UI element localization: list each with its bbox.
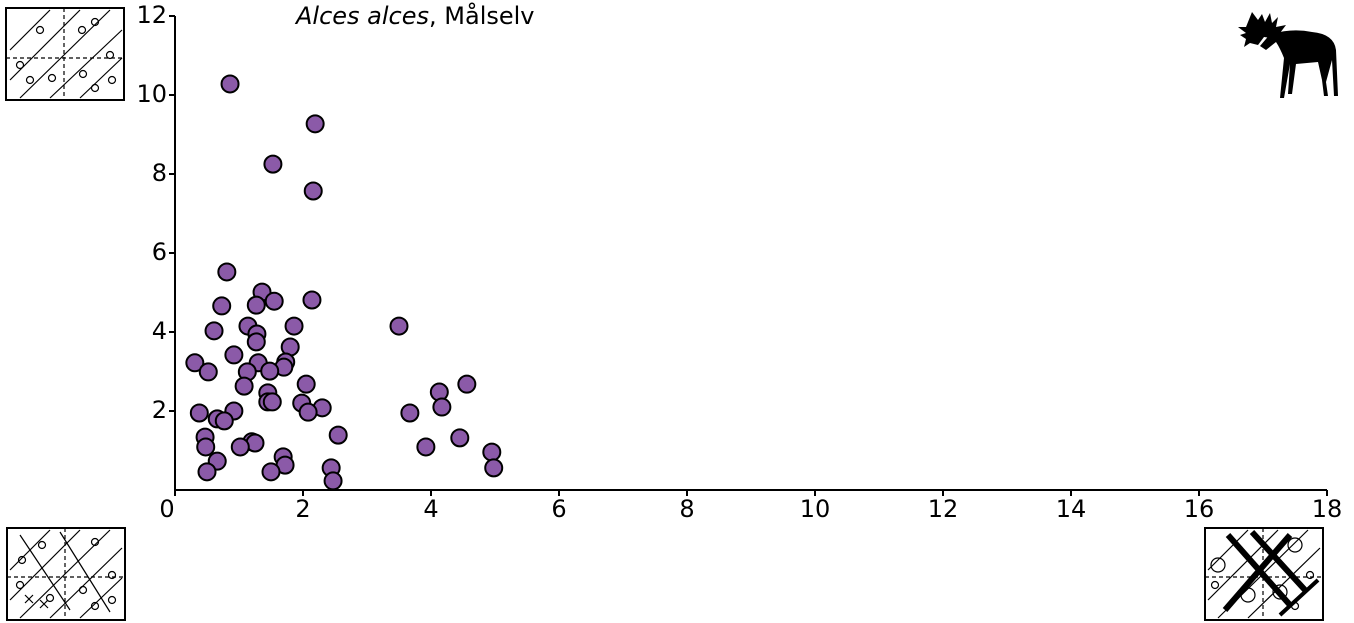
title-species: Alces alces (294, 2, 429, 30)
x-tick-label: 12 (928, 495, 959, 523)
x-tick-label: 2 (295, 495, 310, 523)
y-tick-label: 2 (152, 396, 167, 424)
point (400, 403, 420, 423)
point (416, 437, 436, 457)
habitat-icon-top-left (5, 7, 125, 101)
point (323, 471, 343, 491)
point (264, 291, 284, 311)
point (450, 428, 470, 448)
habitat-icon-bottom-right (1204, 527, 1324, 621)
point (260, 361, 280, 381)
point (196, 437, 216, 457)
y-tick-label: 10 (136, 80, 167, 108)
point (303, 181, 323, 201)
x-tick-label: 0 (159, 495, 174, 523)
y-tick-label: 8 (152, 159, 167, 187)
point (482, 442, 502, 462)
habitat-icon-bottom-left (6, 527, 126, 621)
point (284, 316, 304, 336)
point (457, 374, 477, 394)
point (432, 397, 452, 417)
point (298, 402, 318, 422)
title-place: , Målselv (429, 1, 534, 30)
x-tick-label: 18 (1312, 495, 1343, 523)
x-tick-label: 14 (1056, 495, 1087, 523)
x-tick-label: 16 (1184, 495, 1215, 523)
point (389, 316, 409, 336)
point (224, 345, 244, 365)
y-tick-label: 6 (152, 238, 167, 266)
point (197, 462, 217, 482)
point (217, 262, 237, 282)
x-tick-label: 4 (423, 495, 438, 523)
point (246, 295, 266, 315)
point (484, 458, 504, 478)
chart-title: Alces alces, Målselv (294, 1, 535, 30)
x-tick-label: 6 (551, 495, 566, 523)
moose-silhouette (1238, 12, 1338, 98)
y-tick-label: 4 (152, 317, 167, 345)
point (198, 362, 218, 382)
x-tick-label: 10 (800, 495, 831, 523)
point (230, 437, 250, 457)
point (212, 296, 232, 316)
point (234, 376, 254, 396)
point (214, 411, 234, 431)
point (185, 353, 205, 373)
point (263, 154, 283, 174)
point (328, 425, 348, 445)
point (296, 374, 316, 394)
point (246, 332, 266, 352)
point (261, 462, 281, 482)
point (189, 403, 209, 423)
point (302, 290, 322, 310)
point (220, 74, 240, 94)
x-tick-label: 8 (679, 495, 694, 523)
point (305, 114, 325, 134)
y-tick-label: 12 (136, 1, 167, 29)
point (262, 392, 282, 412)
point (204, 321, 224, 341)
